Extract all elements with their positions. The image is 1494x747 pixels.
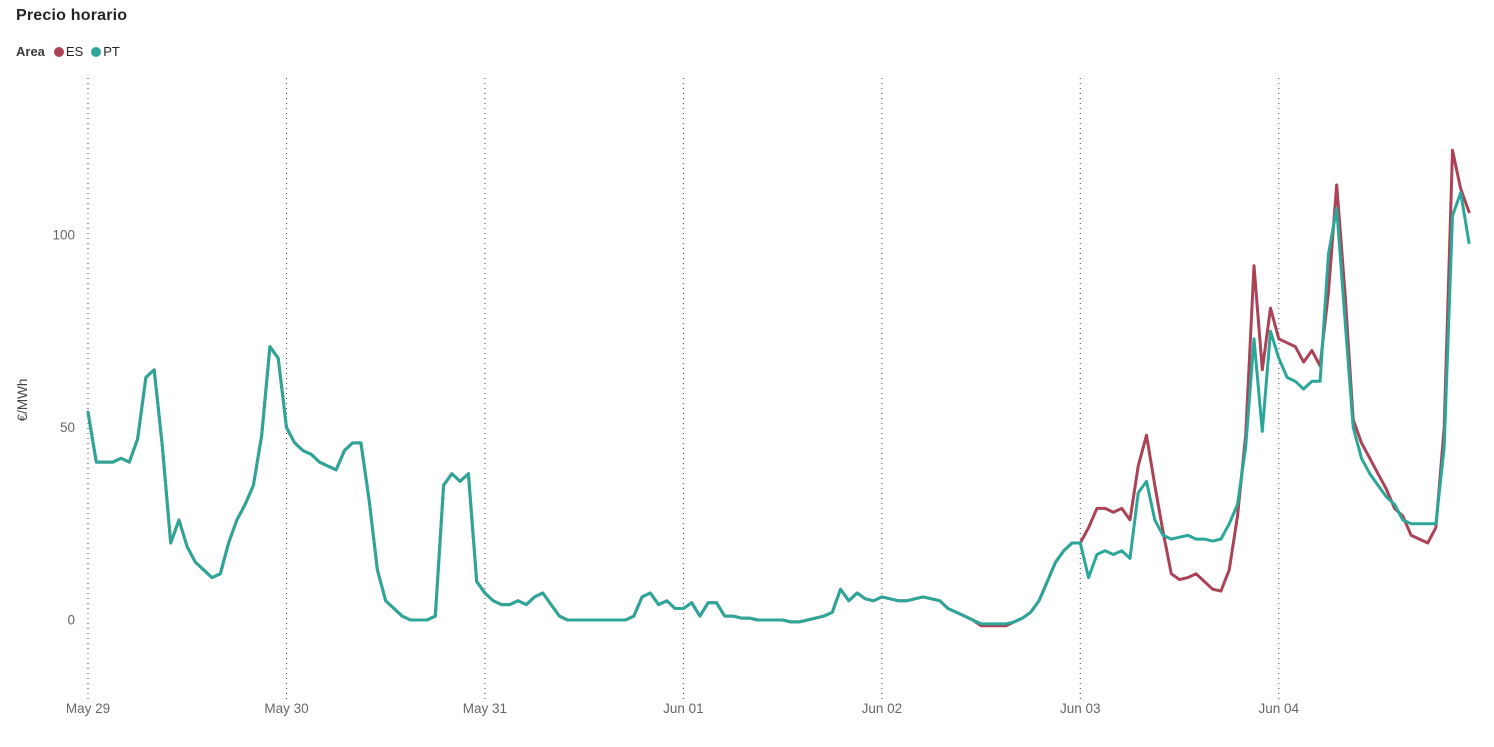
series-line-es[interactable]	[86, 148, 1471, 628]
chart-legend: Area ES PT	[16, 44, 128, 59]
chart-title: Precio horario	[16, 7, 128, 24]
x-axis-label: Jun 01	[663, 701, 704, 716]
legend-item-es-label: ES	[65, 44, 84, 59]
pt-series-color-dot	[91, 46, 102, 57]
y-axis-tick-label: 100	[52, 228, 75, 243]
x-axis-label: Jun 04	[1259, 701, 1300, 716]
y-axis-tick-label: 0	[67, 613, 75, 628]
x-axis-label: May 29	[66, 701, 110, 716]
y-axis-title: €/MWh	[15, 379, 30, 422]
legend-title: Area	[16, 44, 45, 59]
legend-item-pt-label: PT	[103, 44, 120, 59]
x-axis-label: May 30	[264, 701, 308, 716]
y-axis-tick-label: 50	[60, 420, 75, 435]
legend-item-es[interactable]: ES	[53, 44, 84, 59]
x-axis-label: Jun 03	[1060, 701, 1101, 716]
legend-item-pt[interactable]: PT	[91, 44, 120, 59]
x-axis-label: May 31	[463, 701, 507, 716]
series-line-pt[interactable]	[86, 191, 1471, 626]
es-series-color-dot	[53, 46, 64, 57]
x-axis-label: Jun 02	[862, 701, 903, 716]
